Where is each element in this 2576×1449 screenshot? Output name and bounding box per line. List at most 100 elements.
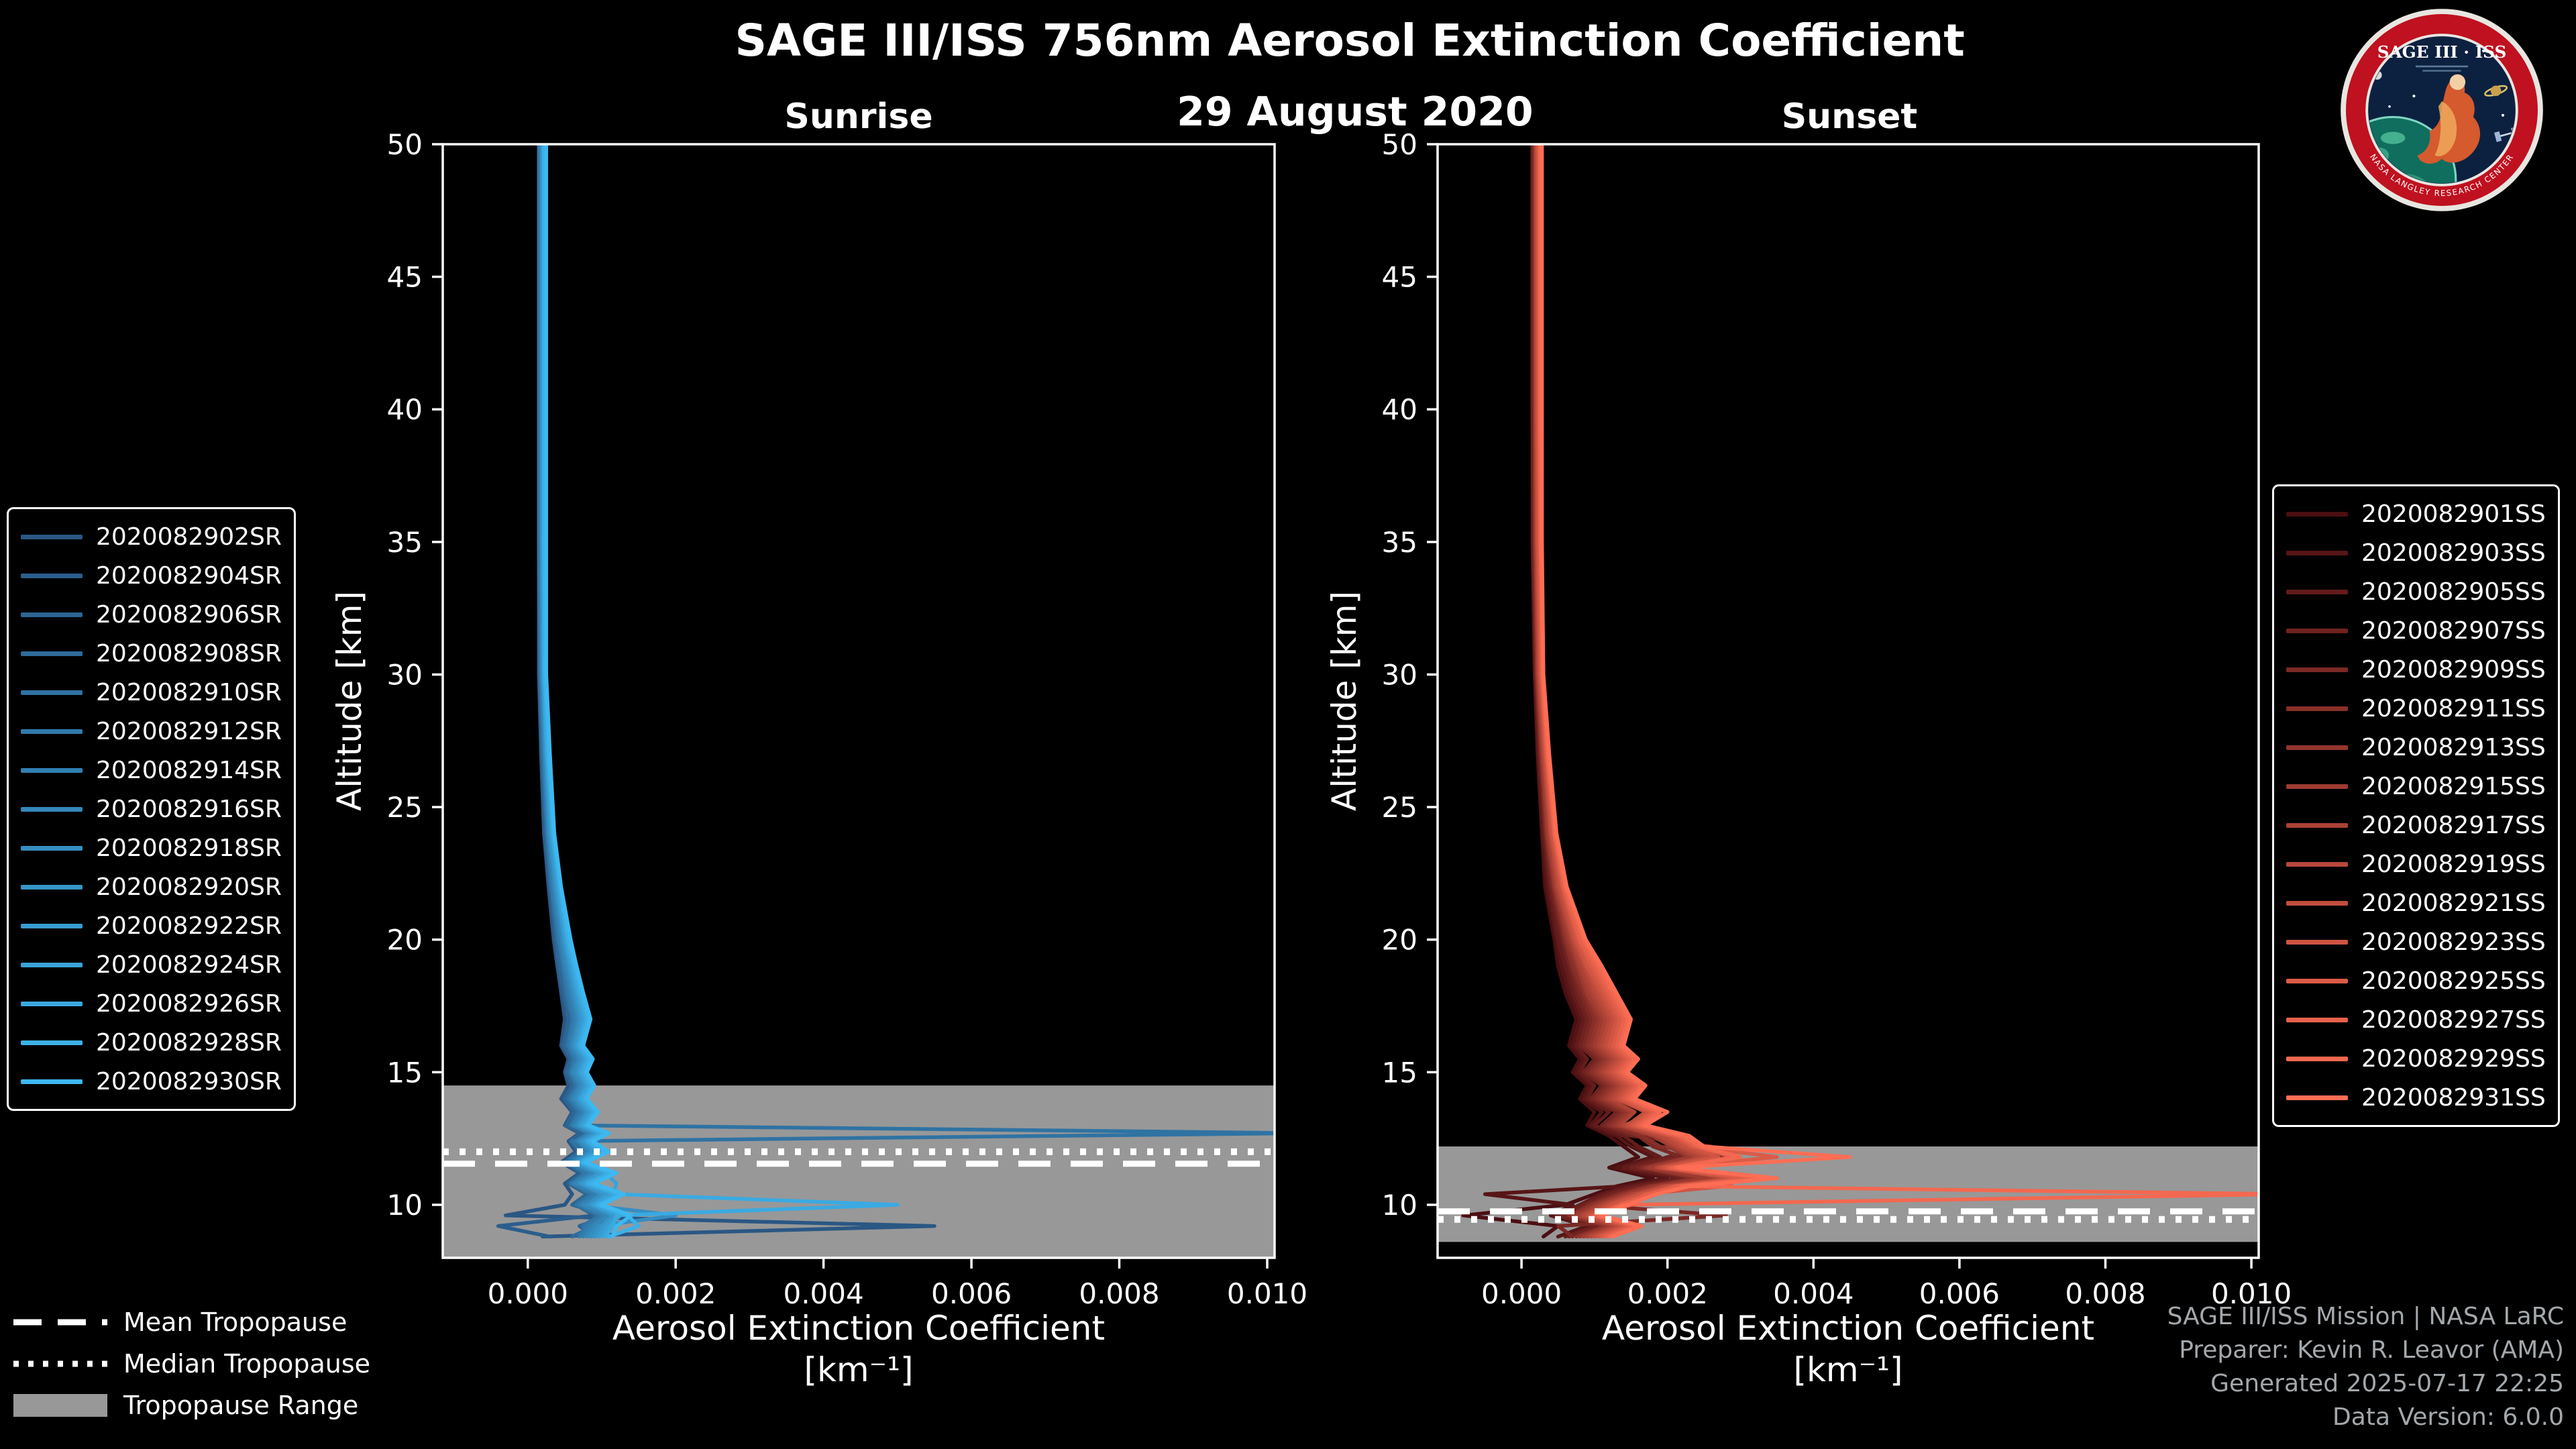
legend-label: 2020082903SS (2361, 539, 2546, 567)
legend-label: 2020082916SR (96, 795, 282, 823)
x-tick-label: 0.008 (1079, 1277, 1159, 1310)
legend-item: 2020082917SS (2286, 806, 2546, 845)
attribution-generated: Generated 2025-07-17 22:25 (2210, 1370, 2564, 1397)
legend-label: 2020082921SS (2361, 889, 2546, 917)
sunrise-panel-title: Sunrise (784, 97, 933, 137)
x-axis-ticks: 0.000 0.002 0.004 0.006 0.008 0.010 (1481, 1258, 2292, 1310)
legend-line-swatch (2286, 1095, 2348, 1100)
legend-label: 2020082931SS (2361, 1083, 2546, 1112)
legend-line-swatch (21, 845, 83, 851)
legend-line-swatch (21, 806, 83, 812)
profile-line (542, 144, 900, 1239)
legend-item: 2020082918SR (21, 828, 282, 867)
legend-label: 2020082905SS (2361, 578, 2546, 606)
x-tick-label: 0.006 (1919, 1277, 2000, 1310)
x-axis-unit: [km⁻¹] (1793, 1350, 1902, 1389)
legend-line-swatch (21, 767, 83, 773)
mission-logo: SAGE III · ISS NASA LANGLEY RESEARCH CEN… (2337, 5, 2546, 215)
legend-label: 2020082917SS (2361, 811, 2546, 839)
legend-label: 2020082911SS (2361, 694, 2546, 722)
legend-line-swatch (2286, 939, 2348, 945)
legend-line-swatch (2286, 550, 2348, 555)
sunrise-profiles (496, 144, 1275, 1239)
legend-item: 2020082923SS (2286, 922, 2546, 961)
y-tick-label: 50 (1382, 128, 1417, 161)
legend-line-swatch (21, 534, 83, 539)
median-tropopause-label: Median Tropopause (123, 1349, 370, 1379)
x-axis-unit: [km⁻¹] (804, 1350, 913, 1389)
star-icon (2501, 113, 2505, 117)
legend-item: 2020082929SS (2286, 1039, 2546, 1078)
saturn-icon (2484, 85, 2508, 97)
legend-line-swatch (2286, 667, 2348, 672)
legend-item: 2020082925SS (2286, 961, 2546, 1000)
legend-line-swatch (21, 690, 83, 695)
sunrise-legend: 2020082902SR 2020082904SR 2020082906SR 2020… (7, 507, 296, 1111)
legend-label: 2020082926SR (96, 989, 282, 1018)
profile-line (542, 144, 641, 1239)
dotted-line-swatch (13, 1360, 107, 1368)
legend-label: 2020082912SR (96, 717, 282, 745)
legend-label: 2020082920SR (96, 873, 282, 901)
plot-frame (441, 143, 1276, 1259)
legend-item: 2020082909SS (2286, 650, 2546, 689)
profile-line (1536, 144, 1743, 1239)
legend-item: 2020082928SR (21, 1023, 282, 1062)
y-axis-label: Altitude [km] (330, 591, 369, 811)
legend-label: 2020082918SR (96, 834, 282, 862)
sunset-legend: 2020082901SS 2020082903SS 2020082905SS 2020… (2272, 484, 2560, 1127)
y-axis-ticks: 10 15 20 25 30 35 40 45 50 (1382, 128, 1438, 1222)
legend-line-swatch (21, 651, 83, 656)
legend-item: 2020082911SS (2286, 689, 2546, 728)
x-axis-ticks: 0.000 0.002 0.004 0.006 0.008 0.010 (488, 1258, 1307, 1310)
gray-patch-swatch (13, 1394, 107, 1417)
legend-item: 2020082916SR (21, 790, 282, 828)
legend-item: 2020082922SR (21, 906, 282, 945)
profile-line (537, 144, 1275, 1239)
legend-label: 2020082915SS (2361, 772, 2546, 800)
legend-item: 2020082903SS (2286, 533, 2546, 572)
sunset-plot: 0.000 0.002 0.004 0.006 0.008 0.010 10 15 20 25 30… (1325, 128, 2292, 1389)
legend-item: 2020082904SR (21, 556, 282, 595)
legend-label: 2020082908SR (96, 639, 282, 667)
profile-line (541, 144, 615, 1239)
legend-line-swatch (2286, 745, 2348, 750)
legend-line-swatch (2286, 589, 2348, 594)
legend-item: 2020082910SR (21, 673, 282, 712)
legend-label: 2020082913SS (2361, 733, 2546, 761)
legend-label: 2020082901SS (2361, 500, 2546, 528)
legend-label: 2020082907SS (2361, 616, 2546, 645)
profile-line (1534, 144, 1758, 1239)
profile-line (541, 144, 678, 1239)
legend-line-swatch (21, 1040, 83, 1045)
legend-item: 2020082930SR (21, 1062, 282, 1101)
y-tick-label: 35 (1382, 526, 1417, 559)
y-tick-label: 15 (387, 1056, 423, 1089)
star-icon (2412, 95, 2416, 98)
legend-item: 2020082901SS (2286, 494, 2546, 533)
legend-line-swatch (2286, 1056, 2348, 1061)
page-title: SAGE III/ISS 756nm Aerosol Extinction Co… (735, 15, 1965, 66)
tropopause-range-label: Tropopause Range (123, 1391, 359, 1420)
legend-line-swatch (21, 729, 83, 734)
legend-label: 2020082919SS (2361, 850, 2546, 878)
legend-label: 2020082927SS (2361, 1006, 2546, 1034)
dashed-line-swatch (13, 1318, 107, 1326)
legend-item: 2020082927SS (2286, 1000, 2546, 1039)
legend-line-swatch (2286, 511, 2348, 517)
y-tick-label: 25 (387, 791, 423, 824)
figure-icon (2417, 74, 2481, 164)
y-tick-label: 15 (1382, 1056, 1417, 1089)
legend-item: 2020082920SR (21, 867, 282, 906)
tropopause-range-band (443, 1085, 1275, 1258)
x-tick-label: 0.006 (931, 1277, 1012, 1310)
legend-line-swatch (21, 884, 83, 890)
profile-line (1540, 144, 1852, 1239)
legend-label: 2020082914SR (96, 756, 282, 784)
legend-label: 2020082923SS (2361, 928, 2546, 956)
legend-item: 2020082931SS (2286, 1078, 2546, 1117)
legend-line-swatch (2286, 1017, 2348, 1022)
page-date: 29 August 2020 (1177, 89, 1534, 136)
y-tick-label: 10 (387, 1189, 423, 1222)
y-tick-label: 45 (1382, 261, 1417, 294)
